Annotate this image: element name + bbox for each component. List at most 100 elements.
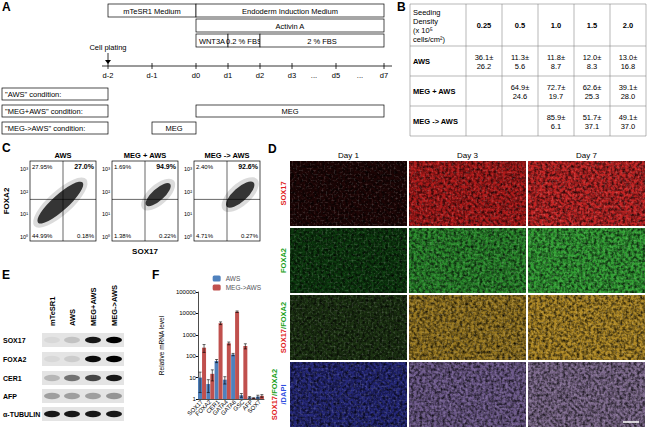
svg-text:2 % FBS: 2 % FBS	[307, 37, 337, 46]
svg-text:36.1±: 36.1±	[475, 53, 494, 62]
svg-text:62.6±: 62.6±	[583, 83, 602, 92]
svg-text:1.0: 1.0	[551, 21, 561, 30]
svg-text:10⁰: 10⁰	[20, 234, 28, 240]
svg-text:MEG + AWS: MEG + AWS	[124, 151, 166, 160]
svg-text:10²: 10²	[20, 189, 28, 195]
svg-text:d5: d5	[332, 71, 340, 80]
svg-text:SOX17/FOXA2: SOX17/FOXA2	[279, 302, 288, 353]
svg-text:0.5: 0.5	[515, 21, 525, 30]
svg-text:85.9±: 85.9±	[547, 113, 566, 122]
svg-text:/DAPI: /DAPI	[279, 384, 288, 404]
svg-text:Density: Density	[413, 17, 438, 26]
svg-text:2.40%: 2.40%	[196, 164, 214, 170]
svg-text:...: ...	[357, 71, 363, 80]
svg-text:64.9±: 64.9±	[511, 83, 530, 92]
svg-text:d7: d7	[380, 71, 388, 80]
svg-text:AWS: AWS	[413, 57, 430, 66]
svg-text:AFP: AFP	[3, 393, 17, 400]
svg-text:8.7: 8.7	[551, 62, 561, 71]
svg-text:1.69%: 1.69%	[114, 164, 132, 170]
svg-text:10³: 10³	[184, 166, 192, 172]
svg-text:d2: d2	[256, 71, 264, 80]
svg-text:CER1: CER1	[3, 375, 22, 382]
svg-text:SOX17: SOX17	[132, 247, 158, 256]
svg-text:4.71%: 4.71%	[196, 233, 214, 239]
svg-text:Activin A: Activin A	[276, 22, 305, 31]
svg-text:mTeSR1 Medium: mTeSR1 Medium	[123, 7, 181, 16]
svg-text:d0: d0	[192, 71, 200, 80]
svg-text:MEG->AWS: MEG->AWS	[226, 284, 262, 291]
svg-text:11.8±: 11.8±	[547, 53, 565, 62]
svg-text:SOX7: SOX7	[246, 398, 262, 414]
svg-text:1000: 1000	[183, 332, 197, 338]
svg-text:51.7±: 51.7±	[583, 113, 602, 122]
svg-text:100: 100	[186, 353, 197, 359]
svg-text:D: D	[268, 142, 277, 156]
svg-text:1.38%: 1.38%	[114, 233, 132, 239]
svg-text:WNT3A: WNT3A	[199, 37, 225, 46]
svg-text:Day 1: Day 1	[338, 151, 359, 160]
svg-text:28.0: 28.0	[621, 92, 636, 101]
svg-text:MEG + AWS: MEG + AWS	[413, 87, 455, 96]
svg-text:A: A	[2, 0, 11, 14]
svg-text:10¹: 10¹	[20, 211, 28, 217]
svg-text:MEG->AWS: MEG->AWS	[110, 285, 119, 326]
svg-text:10²: 10²	[102, 189, 110, 195]
svg-text:Day 3: Day 3	[457, 151, 478, 160]
svg-text:26.2: 26.2	[477, 62, 492, 71]
svg-text:10²: 10²	[184, 189, 192, 195]
svg-text:100000: 100000	[176, 289, 197, 295]
svg-text:FOXA2: FOXA2	[3, 356, 26, 363]
svg-text:F: F	[152, 268, 159, 282]
svg-text:10000: 10000	[179, 310, 196, 316]
svg-text:Day 7: Day 7	[576, 151, 597, 160]
svg-text:10³: 10³	[102, 166, 110, 172]
svg-text:6.1: 6.1	[551, 122, 561, 131]
svg-text:0.27%: 0.27%	[241, 233, 259, 239]
svg-text:10⁰: 10⁰	[102, 234, 110, 240]
svg-text:MEG+AWS: MEG+AWS	[89, 287, 98, 326]
svg-text:27.0%: 27.0%	[74, 163, 95, 170]
svg-text:0.18%: 0.18%	[77, 233, 95, 239]
svg-text:0.22%: 0.22%	[159, 233, 177, 239]
svg-text:8.3: 8.3	[587, 62, 597, 71]
svg-text:72.7±: 72.7±	[547, 83, 566, 92]
svg-text:"MEG->AWS" condition:: "MEG->AWS" condition:	[5, 124, 85, 133]
svg-text:1: 1	[193, 396, 197, 402]
svg-text:MEG -> AWS: MEG -> AWS	[413, 117, 458, 126]
svg-text:27.95%: 27.95%	[32, 164, 53, 170]
svg-text:FOXA2: FOXA2	[2, 187, 11, 214]
svg-text:d1: d1	[224, 71, 232, 80]
svg-text:C: C	[2, 141, 11, 155]
svg-text:37.0: 37.0	[621, 122, 636, 131]
svg-text:16.8: 16.8	[621, 62, 636, 71]
svg-text:0.25: 0.25	[477, 21, 492, 30]
svg-text:37.1: 37.1	[585, 122, 600, 131]
svg-text:AWS: AWS	[226, 275, 241, 282]
svg-text:0.2 % FBS: 0.2 % FBS	[226, 37, 262, 46]
svg-text:AWS: AWS	[54, 151, 71, 160]
svg-text:5.6: 5.6	[515, 62, 525, 71]
svg-text:"MEG+AWS" condition:: "MEG+AWS" condition:	[5, 107, 83, 116]
svg-text:94.9%: 94.9%	[156, 163, 177, 170]
svg-text:mTeSR1: mTeSR1	[48, 297, 57, 326]
svg-text:d-2: d-2	[103, 71, 114, 80]
svg-text:24.6: 24.6	[513, 92, 528, 101]
svg-text:13.0±: 13.0±	[619, 53, 638, 62]
svg-text:α-TUBULIN: α-TUBULIN	[3, 411, 40, 418]
svg-text:(x 10⁵: (x 10⁵	[413, 26, 433, 35]
svg-text:"AWS" condition:: "AWS" condition:	[5, 90, 61, 99]
svg-text:Cell plating: Cell plating	[89, 43, 126, 52]
svg-text:MEG: MEG	[165, 124, 182, 133]
svg-text:12.0±: 12.0±	[583, 53, 602, 62]
svg-text:Endoderm Induction Medium: Endoderm Induction Medium	[242, 7, 338, 16]
svg-text:d-1: d-1	[147, 71, 158, 80]
svg-text:SOX17/FOXA2: SOX17/FOXA2	[270, 369, 279, 420]
svg-text:1.5: 1.5	[587, 21, 597, 30]
svg-text:Seeding: Seeding	[413, 8, 441, 17]
svg-text:19.7: 19.7	[549, 92, 564, 101]
svg-text:10: 10	[189, 375, 196, 381]
svg-text:39.1±: 39.1±	[619, 83, 638, 92]
svg-text:44.99%: 44.99%	[32, 233, 53, 239]
svg-text:10¹: 10¹	[184, 211, 192, 217]
